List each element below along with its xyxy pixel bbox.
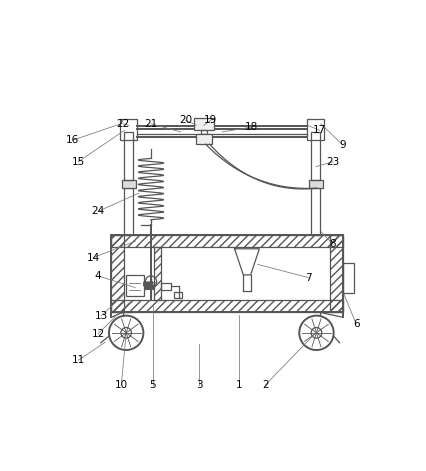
Text: 18: 18 xyxy=(245,122,258,132)
Bar xyxy=(111,235,124,312)
Text: 15: 15 xyxy=(72,157,85,167)
Text: 5: 5 xyxy=(149,380,155,390)
Bar xyxy=(330,235,342,312)
Bar xyxy=(124,188,133,235)
Text: 17: 17 xyxy=(312,125,325,135)
Text: 20: 20 xyxy=(179,115,192,125)
Bar xyxy=(121,180,135,188)
Bar xyxy=(308,180,322,188)
Text: 1: 1 xyxy=(235,380,242,390)
Text: 2: 2 xyxy=(261,380,268,390)
Text: 16: 16 xyxy=(66,135,79,145)
Text: 13: 13 xyxy=(95,310,108,321)
Bar xyxy=(124,132,133,180)
Text: 19: 19 xyxy=(204,115,217,125)
Text: 22: 22 xyxy=(116,119,129,129)
Bar xyxy=(342,263,353,293)
Text: 14: 14 xyxy=(86,253,100,263)
Bar xyxy=(111,235,342,247)
Bar xyxy=(174,292,182,298)
Bar xyxy=(111,235,342,312)
Text: 3: 3 xyxy=(195,380,202,390)
Text: 11: 11 xyxy=(72,355,85,365)
Text: 24: 24 xyxy=(91,206,104,216)
Text: 8: 8 xyxy=(329,239,336,250)
Bar xyxy=(311,132,320,180)
Text: 4: 4 xyxy=(95,271,101,281)
Text: 9: 9 xyxy=(339,140,345,150)
Bar xyxy=(111,300,342,312)
Bar xyxy=(161,283,170,290)
Text: 6: 6 xyxy=(352,319,359,329)
Text: 10: 10 xyxy=(115,380,127,390)
Bar xyxy=(306,119,324,140)
Bar xyxy=(200,130,207,134)
Text: 21: 21 xyxy=(144,119,157,129)
Bar xyxy=(153,247,161,300)
Bar xyxy=(311,188,320,235)
Bar xyxy=(125,275,144,296)
Bar xyxy=(193,118,213,130)
Text: 12: 12 xyxy=(91,329,104,339)
Text: 7: 7 xyxy=(304,273,311,283)
Bar xyxy=(196,134,211,144)
Bar xyxy=(120,119,137,140)
Text: 23: 23 xyxy=(325,157,339,167)
